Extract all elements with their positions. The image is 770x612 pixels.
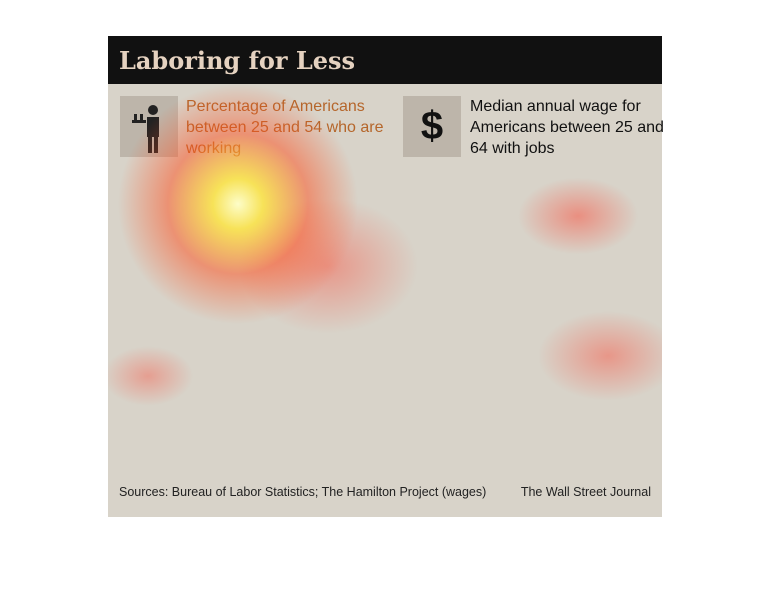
charts: [0, 0, 770, 612]
page: Laboring for Less 5060708090100%2000'10M…: [0, 0, 770, 612]
